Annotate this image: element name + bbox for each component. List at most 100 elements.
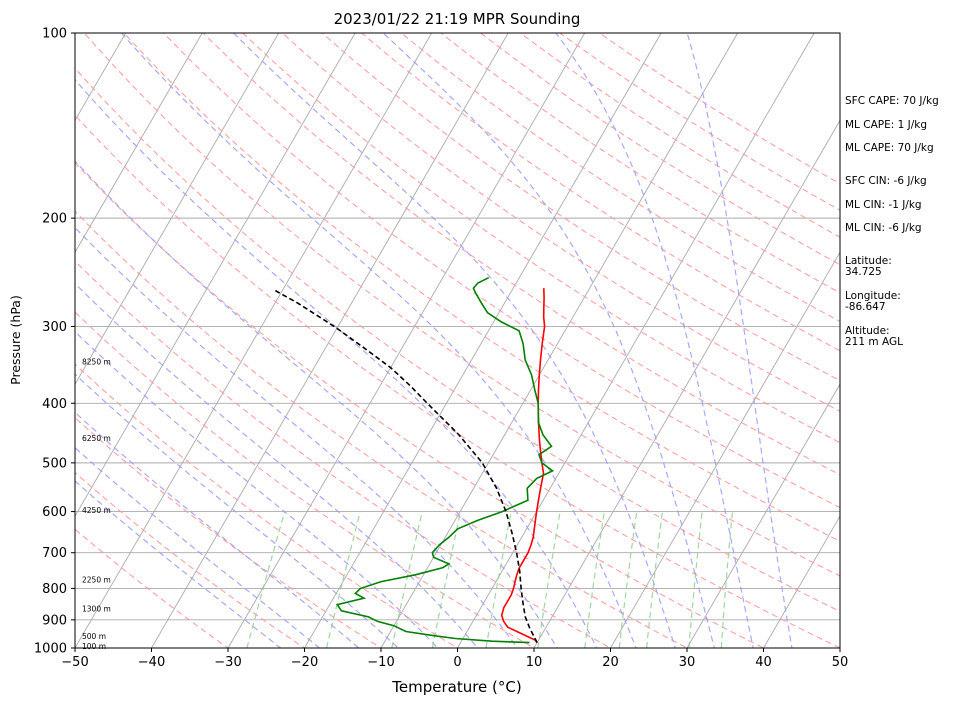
data-lines <box>274 276 555 644</box>
isotherm-line <box>75 33 433 648</box>
mixing-ratio-line <box>485 511 512 648</box>
dry-adiabat-line <box>361 33 840 352</box>
x-tick-label: −20 <box>291 655 318 670</box>
y-tick-label: 300 <box>42 320 67 335</box>
height-label: 2250 m <box>82 575 111 584</box>
isotherm-line <box>763 515 840 648</box>
moist-adiabat-line <box>75 160 558 648</box>
dry-adiabat-line <box>163 33 840 509</box>
dry-adiabat-line <box>83 33 840 577</box>
moist-adiabat-line <box>232 33 676 648</box>
y-tick-label: 500 <box>42 456 67 471</box>
moist-adiabat-line <box>75 282 479 648</box>
plot-frame <box>74 32 841 649</box>
ml-cape-text-2: ML CAPE: 70 J/kg <box>845 142 934 154</box>
dry-adiabat-line <box>75 471 306 648</box>
dry-adiabat-line <box>75 416 383 648</box>
dry-adiabat-line <box>75 67 840 613</box>
dry-adiabat-line <box>75 528 230 648</box>
moist-adiabat-line <box>686 33 793 648</box>
x-tick-label: 0 <box>453 655 461 670</box>
sfc-cin-text: SFC CIN: -6 J/kg <box>845 175 927 187</box>
mixing-ratio-line <box>325 511 361 648</box>
isotherm-line <box>610 251 840 648</box>
dry-adiabat-line <box>75 260 612 648</box>
isotherm-line <box>304 33 662 648</box>
dry-adiabat-line <box>75 161 765 648</box>
x-tick-label: 20 <box>602 655 619 670</box>
moist-adiabat-line <box>75 226 519 648</box>
y-tick-label: 900 <box>42 613 67 628</box>
dry-adiabat-line <box>75 311 536 648</box>
isotherm-line <box>227 33 586 648</box>
y-tick-label: 700 <box>42 546 67 561</box>
isotherm-line <box>75 33 356 518</box>
mixing-ratio-line <box>537 511 561 648</box>
isotherm-line <box>151 33 509 648</box>
dry-adiabat-line <box>75 114 840 648</box>
x-tick-label: −40 <box>138 655 165 670</box>
chart-title: 2023/01/22 21:19 MPR Sounding <box>334 10 581 28</box>
altitude-label: Altitude: <box>845 325 890 337</box>
axes: −50 −40 −30 −20 −10 0 10 20 30 40 50 100 200 300 400 50… <box>34 27 848 671</box>
longitude-value: -86.647 <box>845 301 886 313</box>
moist-adiabat-line <box>75 330 439 648</box>
x-tick-label: 40 <box>755 655 772 670</box>
isotherm-line <box>75 33 203 254</box>
moist-adiabat-line <box>382 33 716 648</box>
sfc-cape-text: SFC CAPE: 70 J/kg <box>845 95 939 107</box>
latitude-value: 34.725 <box>845 266 882 278</box>
y-tick-label: 800 <box>42 582 67 597</box>
x-tick-label: 50 <box>832 655 849 670</box>
parcel-profile-line <box>274 289 538 643</box>
isotherm-line <box>533 119 840 648</box>
longitude-label: Longitude: <box>845 290 901 302</box>
y-tick-label: 100 <box>42 27 67 42</box>
moist-adiabat-line <box>75 446 321 648</box>
moist-adiabat-line <box>75 411 360 648</box>
ml-cin-text-2: ML CIN: -6 J/kg <box>845 222 922 234</box>
mixing-ratio-line <box>688 511 703 648</box>
moist-adiabat-line <box>555 33 754 648</box>
x-axis-label: Temperature (°C) <box>391 678 521 696</box>
moist-adiabat-line <box>120 33 637 648</box>
x-tick-label: −30 <box>214 655 241 670</box>
dry-adiabat-line <box>123 33 840 542</box>
latitude-label: Latitude: <box>845 255 892 267</box>
dry-adiabat-line <box>400 33 840 323</box>
height-label: 6250 m <box>82 434 111 443</box>
mixing-ratio-line <box>646 511 663 648</box>
height-label: 4250 m <box>82 506 111 515</box>
height-label: 1300 m <box>82 604 111 613</box>
height-label: 500 m <box>82 632 106 641</box>
moist-adiabat-line <box>75 78 598 648</box>
x-tick-label: 30 <box>679 655 696 670</box>
background-lines <box>75 33 840 648</box>
dry-adiabat-line <box>202 33 840 476</box>
moist-adiabat-line <box>75 480 282 648</box>
isotherm-line <box>380 33 739 648</box>
temperature-profile-line <box>500 288 546 644</box>
x-tick-label: −50 <box>61 655 88 670</box>
isotherm-line <box>75 33 280 386</box>
x-tick-label: −10 <box>367 655 394 670</box>
y-tick-label: 400 <box>42 397 67 412</box>
y-axis-label: Pressure (hPa) <box>8 295 23 385</box>
mixing-ratio-line <box>431 511 462 648</box>
mixing-ratio-line <box>618 511 638 648</box>
y-tick-label: 1000 <box>34 642 67 657</box>
y-tick-label: 200 <box>42 212 67 227</box>
y-tick-label: 600 <box>42 505 67 520</box>
height-label: 100 m <box>82 642 106 651</box>
x-tick-label: 10 <box>526 655 543 670</box>
mixing-ratio-line <box>584 511 605 648</box>
altitude-value: 211 m AGL <box>845 336 903 348</box>
moist-adiabat-line <box>75 373 399 648</box>
dry-adiabat-line <box>75 363 459 648</box>
ml-cin-text: ML CIN: -1 J/kg <box>845 199 922 211</box>
mixing-ratio-line <box>246 511 286 648</box>
isotherm-line <box>457 33 815 648</box>
height-label: 8250 m <box>82 358 111 367</box>
